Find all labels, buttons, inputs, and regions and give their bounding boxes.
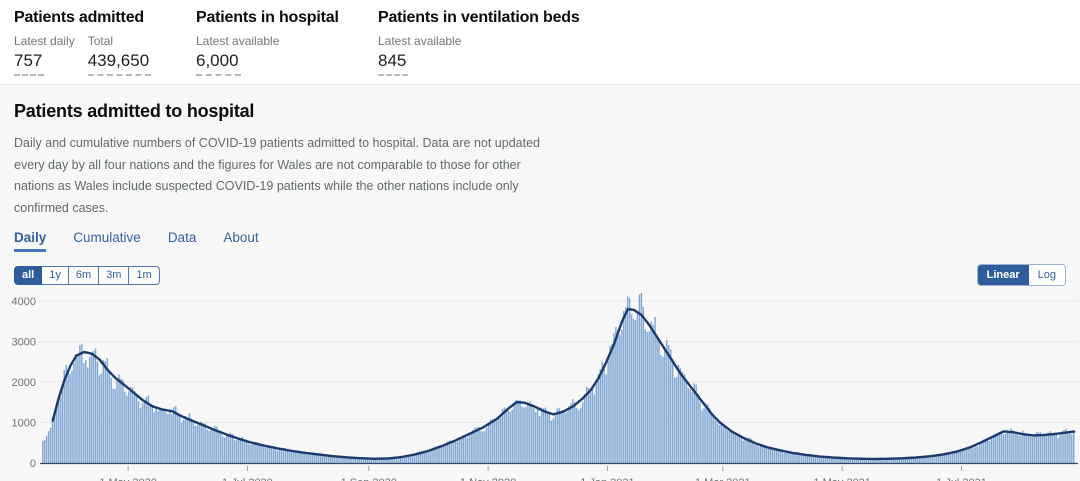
range-button-all[interactable]: all [14,265,43,285]
metric-label: Latest available [378,34,462,48]
metric-value[interactable]: 439,650 [87,51,152,76]
panel-description: Daily and cumulative numbers of COVID-19… [14,136,540,215]
metric-value[interactable]: 6,000 [196,51,241,76]
svg-text:2000: 2000 [12,377,36,389]
tab-data[interactable]: Data [167,230,197,245]
metric-label: Total [87,34,114,48]
x-axis-labels: 1 May 2020 1 Jul 2020 1 Sep 2020 1 Nov 2020… [99,466,987,481]
range-button-6m[interactable]: 6m [68,265,100,285]
gridlines [40,300,1078,423]
svg-text:1 Mar 2021: 1 Mar 2021 [695,477,751,481]
scale-button-log[interactable]: Log [1037,269,1056,281]
y-axis-labels: 0 1000 2000 3000 4000 [12,296,36,470]
svg-text:1 Sep 2020: 1 Sep 2020 [341,477,397,481]
svg-text:1 May 2020: 1 May 2020 [99,477,156,481]
tab-about[interactable]: About [223,230,259,245]
metric-value[interactable]: 757 [14,51,45,76]
svg-text:1000: 1000 [12,418,36,430]
svg-text:1 Jan 2021: 1 Jan 2021 [580,477,634,481]
chart-tabs: Daily Cumulative Data About [14,230,1066,252]
range-button-3m[interactable]: 3m [99,265,130,285]
metric-value[interactable]: 845 [378,51,409,76]
metric-label: Latest available [196,34,280,48]
svg-text:1 Jul 2020: 1 Jul 2020 [222,477,273,481]
metric-label: Latest daily [14,34,75,48]
svg-text:4000: 4000 [12,296,36,308]
metric-latest-available: Latest available 6,000 [196,34,279,76]
metric-total: Total 439,650 [87,34,152,76]
tab-cumulative[interactable]: Cumulative [73,230,141,245]
svg-text:3000: 3000 [12,337,36,349]
panel-title: Patients admitted to hospital [14,101,255,121]
time-range-selector: all 1y 6m 3m 1m [14,265,160,285]
daily-admissions-bars [42,292,1075,463]
svg-text:0: 0 [30,458,36,470]
stat-card-title: Patients admitted [14,9,144,26]
rolling-average-line [51,307,1076,461]
metric-latest-daily: Latest daily 757 [14,34,75,76]
scale-selector: Linear Log [976,264,1066,286]
admissions-chart-canvas[interactable]: 0 1000 2000 3000 4000 1 May 2020 1 Jul 2020 1 S… [0,288,1080,481]
stat-card-title: Patients in ventilation beds [378,9,580,26]
chart-controls: all 1y 6m 3m 1m Linear Log [14,264,1066,286]
svg-text:1 Jul 2021: 1 Jul 2021 [936,477,987,481]
stat-card-patients-admitted: Patients admitted Latest daily 757 Total… [14,9,196,84]
patients-admitted-panel: Patients admitted to hospital Daily and … [0,84,1080,481]
chart-area: 0 1000 2000 3000 4000 1 May 2020 1 Jul 2020 1 S… [0,288,1080,481]
stat-card-title: Patients in hospital [196,9,339,26]
svg-text:1 May 2021: 1 May 2021 [813,477,870,481]
scale-button-linear[interactable]: Linear [977,265,1029,285]
range-button-1m[interactable]: 1m [129,265,160,285]
svg-text:1 Nov 2020: 1 Nov 2020 [460,477,516,481]
summary-stats-bar: Patients admitted Latest daily 757 Total… [0,0,1080,84]
range-button-1y[interactable]: 1y [42,265,69,285]
stat-card-patients-in-ventilation-beds: Patients in ventilation beds Latest avai… [378,9,580,84]
metric-latest-available: Latest available 845 [378,34,461,76]
tab-daily[interactable]: Daily [14,230,47,252]
stat-card-patients-in-hospital: Patients in hospital Latest available 6,… [196,9,378,84]
